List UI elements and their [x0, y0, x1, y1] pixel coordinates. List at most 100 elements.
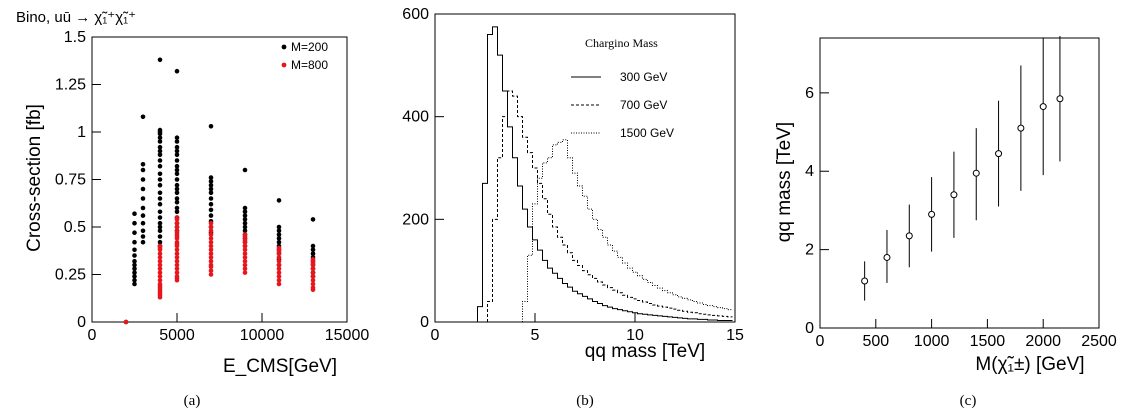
chart-b-xtick-label: 0 [431, 327, 440, 344]
point-m200 [140, 167, 146, 173]
point-m800 [310, 274, 316, 279]
chart-b-xtick-label: 10 [626, 327, 644, 344]
chart-a-ytick-label: 1 [77, 124, 86, 141]
point-m200 [242, 209, 248, 215]
point-m800 [276, 281, 282, 287]
chart-c-xtick-label: 1500 [970, 333, 1006, 350]
point-m200 [310, 247, 316, 253]
point-m200 [276, 224, 282, 230]
chart-a-legend: M=200 M=800 [281, 40, 328, 72]
point-m800 [208, 232, 214, 237]
point-m200 [174, 190, 180, 196]
chart-a-xtick-label: 10000 [240, 327, 285, 344]
point-m800 [310, 270, 316, 275]
chart-a-marks [123, 57, 316, 325]
point-m200 [157, 190, 163, 196]
point-m800 [242, 270, 248, 275]
point-m200 [157, 224, 163, 230]
point-m800 [310, 281, 316, 287]
point-m800 [157, 274, 163, 279]
point-m200 [157, 135, 163, 140]
legend-label-300: 300 GeV [620, 70, 667, 84]
point-m200 [208, 213, 214, 218]
point-m800 [276, 262, 282, 268]
data-point [1056, 95, 1064, 103]
point-m200 [174, 163, 180, 169]
point-m200 [140, 239, 146, 245]
point-m800 [174, 255, 180, 260]
point-m200 [174, 68, 180, 74]
chart-b-xlabel: qq mass [TeV] [585, 341, 705, 362]
point-m200 [140, 228, 146, 234]
chart-b-caption: (b) [576, 393, 594, 409]
point-m200 [242, 213, 248, 218]
chart-a-title: Bino, uū → χ̃₁⁺χ̃₁⁺ [16, 9, 136, 26]
chart-c-ytick-label: 4 [805, 163, 814, 180]
point-m200 [140, 177, 146, 182]
point-m200 [140, 220, 146, 226]
point-m200 [208, 201, 214, 207]
point-m800 [310, 277, 316, 283]
point-m200 [132, 230, 137, 235]
legend-marker-m200 [281, 44, 287, 50]
point-m200 [157, 209, 163, 215]
point-m200 [174, 144, 180, 150]
point-m800 [276, 255, 282, 260]
point-m200 [140, 186, 146, 192]
point-m800 [174, 220, 180, 226]
point-m800 [174, 258, 180, 264]
chart-b-xtick-label: 5 [531, 327, 540, 344]
chart-c-xlabel: M(χ̃₁±) [GeV] [975, 354, 1084, 375]
chart-a-ytick-label: 0.75 [55, 172, 86, 189]
point-m200 [174, 171, 180, 177]
point-m200 [174, 177, 180, 182]
data-point [1039, 103, 1047, 111]
point-m800 [310, 266, 316, 272]
legend-label-m200: M=200 [291, 40, 328, 54]
point-m200 [157, 215, 163, 220]
chart-b-legend: Chargino Mass 300 GeV 700 GeV 1500 GeV [571, 36, 674, 140]
chart-a-ytick-label: 1.25 [55, 77, 86, 94]
point-m800 [242, 232, 248, 237]
point-m200 [208, 182, 214, 188]
point-m200 [174, 205, 180, 211]
point-m200 [208, 186, 214, 192]
point-m800 [208, 243, 214, 249]
data-point [883, 253, 891, 261]
chart-a-frame [91, 36, 348, 323]
point-m800 [242, 262, 248, 268]
histogram-300-gev [477, 26, 733, 322]
point-m200 [276, 198, 282, 203]
point-m200 [157, 201, 163, 207]
point-m200 [208, 175, 214, 180]
point-m200 [157, 144, 163, 150]
point-m800 [242, 247, 248, 253]
point-m200 [242, 217, 248, 222]
point-m800 [157, 243, 163, 249]
point-m200 [174, 167, 180, 173]
point-m200 [174, 186, 180, 192]
chart-a-ytick-label: 0 [77, 314, 86, 331]
point-m200 [174, 158, 180, 163]
legend-title: Chargino Mass [585, 36, 658, 50]
point-m200 [132, 266, 137, 272]
data-point [905, 232, 913, 240]
point-m200 [310, 251, 316, 256]
point-m200 [157, 228, 163, 234]
point-m200 [310, 217, 316, 222]
point-m800 [208, 247, 214, 253]
point-m800 [174, 247, 180, 253]
point-m200 [242, 167, 248, 173]
point-m800 [208, 220, 214, 226]
point-m800 [174, 215, 180, 220]
point-m800 [157, 277, 163, 283]
point-m200 [157, 220, 163, 226]
point-m800 [208, 228, 214, 234]
point-m800 [174, 251, 180, 256]
point-m200 [276, 228, 282, 234]
point-m200 [140, 114, 146, 120]
chart-b-ytick-label: 600 [402, 6, 429, 23]
point-m800 [276, 274, 282, 279]
chart-b-frame [434, 13, 736, 323]
chart-b-xtick-label: 15 [726, 327, 744, 344]
